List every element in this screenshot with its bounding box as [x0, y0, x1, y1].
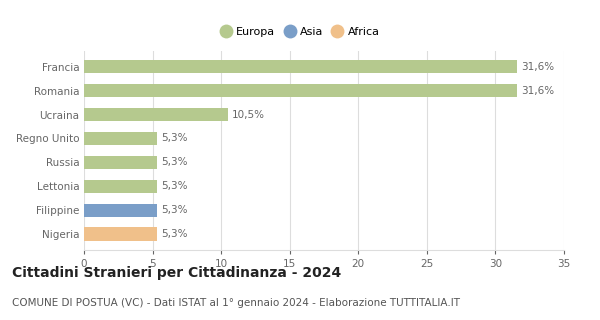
Bar [84, 108, 228, 121]
Bar [84, 156, 157, 169]
Bar [84, 228, 157, 241]
Text: 31,6%: 31,6% [521, 86, 554, 96]
Text: 5,3%: 5,3% [161, 205, 187, 215]
Bar [84, 132, 157, 145]
Bar [84, 204, 157, 217]
Text: 10,5%: 10,5% [232, 109, 265, 120]
Text: 31,6%: 31,6% [521, 62, 554, 72]
Text: 5,3%: 5,3% [161, 157, 187, 167]
Bar [84, 84, 517, 97]
Bar [84, 180, 157, 193]
Text: COMUNE DI POSTUA (VC) - Dati ISTAT al 1° gennaio 2024 - Elaborazione TUTTITALIA.: COMUNE DI POSTUA (VC) - Dati ISTAT al 1°… [12, 298, 460, 308]
Text: 5,3%: 5,3% [161, 181, 187, 191]
Text: 5,3%: 5,3% [161, 133, 187, 143]
Text: Cittadini Stranieri per Cittadinanza - 2024: Cittadini Stranieri per Cittadinanza - 2… [12, 266, 341, 280]
Text: 5,3%: 5,3% [161, 229, 187, 239]
Legend: Europa, Asia, Africa: Europa, Asia, Africa [216, 22, 384, 42]
Bar [84, 60, 517, 73]
